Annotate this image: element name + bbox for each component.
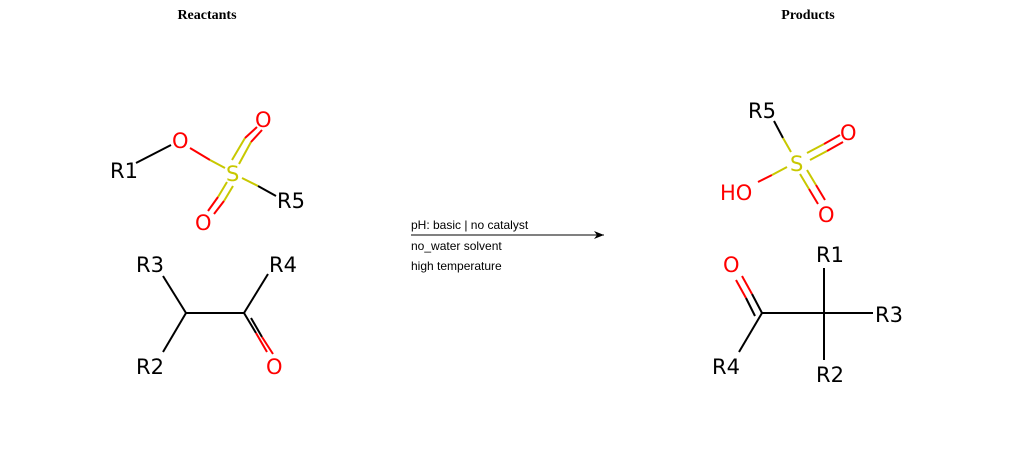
bond-s-r5-black bbox=[257, 185, 277, 197]
atom-ho: HO bbox=[720, 181, 752, 205]
bond-s-o-top-d bbox=[250, 129, 263, 143]
bond-s-o2-a bbox=[799, 173, 810, 190]
atom-r4: R4 bbox=[269, 253, 297, 277]
reactants-title: Reactants bbox=[177, 8, 237, 23]
products-title: Products bbox=[781, 8, 835, 23]
bond-c-r4 bbox=[243, 273, 269, 314]
bond-r5-s-yellow bbox=[782, 137, 792, 153]
bond-s-r5-yellow bbox=[241, 177, 259, 187]
condition-temperature: high temperature bbox=[411, 259, 502, 273]
reactant-ketone: R3 R2 R4 O bbox=[136, 253, 297, 379]
atom-o-bottom: O bbox=[195, 211, 212, 235]
atom-r2: R2 bbox=[136, 355, 164, 379]
bond-o-s-yellow bbox=[209, 159, 226, 169]
atom-r4: R4 bbox=[712, 355, 740, 379]
bond-s-o-top-c bbox=[238, 141, 252, 165]
atom-r3: R3 bbox=[875, 303, 903, 327]
bond-r2-c bbox=[162, 312, 187, 353]
bond-r3-c bbox=[162, 275, 187, 314]
bond-s-o-bot-d bbox=[213, 200, 225, 215]
bond-o-c-b bbox=[751, 293, 763, 314]
bond-c-r4 bbox=[738, 312, 763, 353]
bond-ho-s-red bbox=[757, 174, 773, 183]
bond-s-o1-b bbox=[823, 134, 841, 145]
bond-s-o-top-a bbox=[231, 137, 246, 161]
bond-r1-o bbox=[135, 144, 172, 164]
bond-s-o-bot-c bbox=[223, 185, 234, 202]
bond-c-o-d bbox=[261, 336, 274, 355]
atom-o: O bbox=[723, 253, 740, 277]
atom-o-ester: O bbox=[172, 129, 189, 153]
bond-o-c-c bbox=[735, 279, 747, 299]
bond-s-o1-d bbox=[826, 141, 844, 152]
atom-o: O bbox=[266, 355, 283, 379]
condition-ph-catalyst: pH: basic | no catalyst bbox=[411, 218, 529, 232]
bond-c-o-b bbox=[255, 332, 268, 353]
atom-r1: R1 bbox=[110, 159, 138, 183]
atom-o-top: O bbox=[255, 108, 272, 132]
bond-s-o2-b bbox=[808, 188, 819, 205]
bond-c-o-c bbox=[250, 317, 263, 338]
bond-r5-s-black bbox=[773, 120, 784, 139]
atom-s: S bbox=[226, 162, 239, 186]
bond-s-o-bot-a bbox=[217, 181, 228, 198]
bond-s-o-bot-b bbox=[207, 196, 219, 212]
reaction-arrow-group: pH: basic | no catalyst no_water solvent… bbox=[411, 218, 604, 273]
product-sulfonic-acid: R5 HO S O O bbox=[720, 99, 857, 227]
bond-s-o1-a bbox=[806, 143, 825, 154]
atom-r3: R3 bbox=[136, 253, 164, 277]
bond-o-c-d bbox=[745, 297, 756, 317]
bond-ho-s-yellow bbox=[771, 166, 788, 176]
reactant-sulfonate-ester: R1 O S O O R5 bbox=[110, 108, 305, 235]
bond-s-o2-c bbox=[806, 169, 817, 186]
atom-r5: R5 bbox=[748, 99, 776, 123]
atom-r5: R5 bbox=[277, 189, 305, 213]
atom-o-top: O bbox=[840, 121, 857, 145]
product-ketone: O R4 R1 R3 R2 bbox=[712, 243, 903, 387]
bond-c-o-a bbox=[243, 312, 257, 334]
atom-o-bottom: O bbox=[818, 203, 835, 227]
bond-s-o2-d bbox=[815, 184, 826, 201]
atom-r1: R1 bbox=[816, 243, 844, 267]
bond-s-o-top-b bbox=[244, 126, 258, 139]
bond-s-o1-c bbox=[809, 150, 828, 161]
condition-solvent: no_water solvent bbox=[411, 239, 502, 253]
atom-r2: R2 bbox=[816, 363, 844, 387]
bond-o-s-red bbox=[189, 147, 211, 161]
bond-o-c-a bbox=[741, 275, 753, 295]
atom-s: S bbox=[790, 152, 803, 176]
